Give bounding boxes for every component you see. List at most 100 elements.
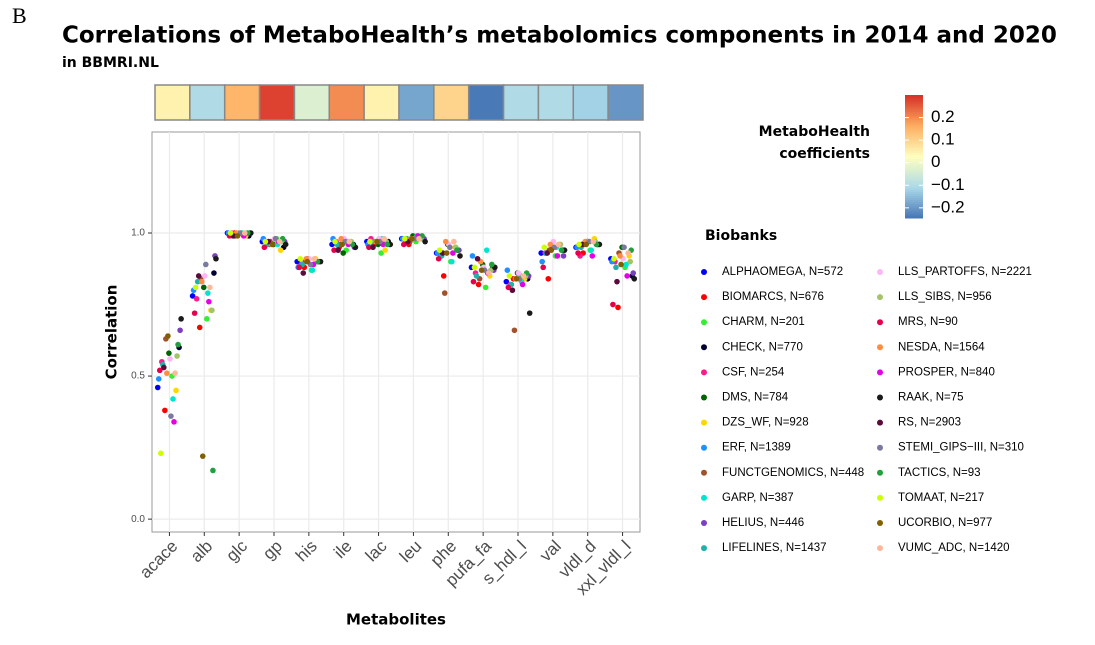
colorbar-tick-label: −0.1 <box>931 175 965 194</box>
legend-marker <box>701 444 707 451</box>
legend-label: VUMC_ADC, N=1420 <box>898 542 1010 554</box>
point <box>588 247 595 253</box>
point <box>199 453 206 459</box>
point <box>178 316 184 322</box>
colorbar-segment <box>905 140 923 143</box>
point <box>515 270 522 276</box>
point <box>451 238 457 245</box>
point <box>165 333 171 339</box>
point <box>241 230 248 236</box>
point <box>450 250 456 256</box>
point <box>204 316 210 322</box>
point <box>277 247 284 253</box>
heatmap-cell <box>607 84 644 121</box>
colorbar-segment <box>905 160 923 164</box>
legend-marker <box>877 269 883 275</box>
legend-label: TOMAAT, N=217 <box>898 492 984 504</box>
point <box>346 238 353 245</box>
heatmap-cell <box>572 84 609 121</box>
legend-label: ALPHAOMEGA, N=572 <box>722 266 843 278</box>
colorbar-segment <box>905 99 923 102</box>
point <box>475 281 482 288</box>
point <box>171 419 177 425</box>
point <box>509 287 516 294</box>
point <box>198 278 205 285</box>
point <box>520 273 527 279</box>
point <box>482 284 489 291</box>
point <box>615 304 621 311</box>
legend-marker <box>701 269 707 275</box>
point <box>154 384 161 391</box>
legend-label: LIFELINES, N=1437 <box>722 542 827 554</box>
legend-label: RAAK, N=75 <box>898 392 964 404</box>
colorbar-segment <box>905 205 923 209</box>
point <box>276 238 283 245</box>
point <box>589 253 596 259</box>
point <box>590 238 597 245</box>
colorbar-segment <box>905 123 923 127</box>
x-tick-label: acace <box>136 537 182 583</box>
point <box>339 241 345 248</box>
legend-label: LLS_SIBS, N=956 <box>898 291 992 303</box>
colorbar-segment <box>905 181 923 184</box>
point <box>370 244 376 251</box>
legend-marker <box>877 319 883 326</box>
point <box>625 250 631 256</box>
point <box>541 244 548 251</box>
point <box>623 261 629 268</box>
heatmap-cell <box>363 84 400 121</box>
colorbar-segment <box>905 199 923 203</box>
point <box>192 284 199 291</box>
point <box>213 255 219 262</box>
colorbar-segment <box>905 201 923 205</box>
colorbar-segment <box>905 189 923 192</box>
point <box>161 364 167 371</box>
point <box>436 247 443 253</box>
point <box>627 258 633 265</box>
heatmap-cell <box>467 84 505 121</box>
heatmap-cell <box>328 84 365 121</box>
point <box>449 258 455 265</box>
x-tick-label: his <box>292 537 321 566</box>
point <box>519 281 526 288</box>
heatmap-cell <box>154 84 191 121</box>
legend-label: NESDA, N=1564 <box>898 341 985 353</box>
point <box>304 258 311 265</box>
point <box>539 258 545 265</box>
chart-title: Correlations of MetaboHealth’s metabolom… <box>62 23 1057 49</box>
legend-marker <box>877 369 883 376</box>
legend-label: CSF, N=254 <box>722 366 785 378</box>
heatmap-cell <box>293 84 331 121</box>
point <box>340 250 347 256</box>
point <box>447 244 453 251</box>
point <box>583 241 589 248</box>
point <box>505 284 512 291</box>
heatmap-cell <box>189 84 226 121</box>
colorbar-tick-label: 0 <box>931 152 940 171</box>
colorbar-segment <box>905 103 923 106</box>
colorbar-tick-label: −0.2 <box>931 197 965 216</box>
legend-marker <box>701 344 707 351</box>
point <box>381 235 387 242</box>
point <box>454 247 460 253</box>
point <box>614 278 620 285</box>
colorbar-segment <box>905 174 923 178</box>
x-tick-label: lac <box>362 536 391 565</box>
colorbar-segment <box>905 187 923 190</box>
point <box>618 261 624 268</box>
point <box>469 253 476 259</box>
colorbar-segment <box>905 148 923 151</box>
legend-label: LLS_PARTOFFS, N=2221 <box>898 266 1032 278</box>
legend-marker <box>701 394 707 401</box>
point <box>170 396 176 402</box>
point <box>367 238 373 245</box>
point <box>560 253 567 259</box>
colorbar-segment <box>905 158 923 162</box>
point <box>203 261 209 268</box>
legend-marker <box>877 444 883 451</box>
point <box>191 310 198 316</box>
point <box>272 235 279 242</box>
point <box>195 273 202 279</box>
colorbar-title: MetaboHealth <box>759 124 870 140</box>
legend-label: GARP, N=387 <box>722 492 794 504</box>
